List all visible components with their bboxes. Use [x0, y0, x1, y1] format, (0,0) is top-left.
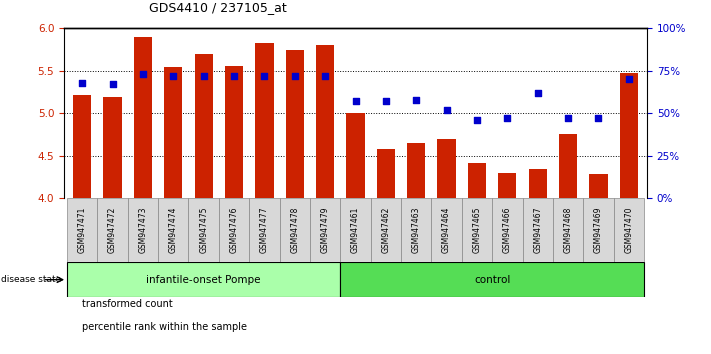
Text: GSM947468: GSM947468	[564, 207, 572, 253]
Point	[502, 115, 513, 121]
Text: infantile-onset Pompe: infantile-onset Pompe	[146, 275, 261, 285]
Bar	[134, 37, 152, 198]
Text: GSM947462: GSM947462	[381, 207, 390, 253]
Point	[107, 81, 118, 87]
Text: GSM947479: GSM947479	[321, 207, 330, 253]
Bar	[279, 198, 310, 262]
Point	[137, 72, 149, 77]
Text: GSM947473: GSM947473	[139, 207, 147, 253]
Text: percentile rank within the sample: percentile rank within the sample	[82, 322, 247, 332]
Point	[259, 73, 270, 79]
Bar	[559, 134, 577, 198]
Text: GSM947471: GSM947471	[77, 207, 87, 253]
Text: transformed count: transformed count	[82, 299, 173, 309]
Bar	[620, 73, 638, 198]
Bar	[250, 198, 279, 262]
Bar	[225, 66, 243, 198]
Text: GSM947469: GSM947469	[594, 207, 603, 253]
Point	[623, 76, 634, 82]
Text: GSM947461: GSM947461	[351, 207, 360, 253]
Text: GSM947465: GSM947465	[473, 207, 481, 253]
Bar	[316, 45, 334, 198]
Point	[77, 80, 88, 86]
Point	[319, 73, 331, 79]
Text: GSM947472: GSM947472	[108, 207, 117, 253]
Text: GSM947463: GSM947463	[412, 207, 421, 253]
Bar	[498, 173, 516, 198]
Bar	[67, 198, 97, 262]
Text: GSM947470: GSM947470	[624, 207, 634, 253]
Bar	[164, 67, 183, 198]
Bar	[407, 143, 425, 198]
Point	[380, 98, 392, 104]
Text: GSM947476: GSM947476	[230, 207, 238, 253]
Text: GSM947475: GSM947475	[199, 207, 208, 253]
Bar	[583, 198, 614, 262]
Bar	[589, 175, 607, 198]
Bar	[523, 198, 553, 262]
Point	[350, 98, 361, 104]
Point	[198, 73, 209, 79]
Bar	[553, 198, 583, 262]
Bar	[432, 198, 461, 262]
Bar	[341, 262, 644, 297]
Point	[289, 73, 301, 79]
Bar	[195, 54, 213, 198]
Text: GSM947477: GSM947477	[260, 207, 269, 253]
Bar	[188, 198, 219, 262]
Bar	[437, 139, 456, 198]
Bar	[286, 50, 304, 198]
Bar	[73, 95, 91, 198]
Text: GSM947467: GSM947467	[533, 207, 542, 253]
Bar	[128, 198, 158, 262]
Bar	[219, 198, 250, 262]
Bar	[104, 97, 122, 198]
Bar	[255, 43, 274, 198]
Bar	[158, 198, 188, 262]
Point	[441, 107, 452, 113]
Text: disease state: disease state	[1, 275, 62, 284]
Point	[410, 97, 422, 103]
Bar	[370, 198, 401, 262]
Point	[471, 117, 483, 123]
Bar	[346, 113, 365, 198]
Bar	[614, 198, 644, 262]
Text: GSM947466: GSM947466	[503, 207, 512, 253]
Bar	[461, 198, 492, 262]
Bar	[377, 149, 395, 198]
Bar	[492, 198, 523, 262]
Point	[593, 115, 604, 121]
Bar	[401, 198, 432, 262]
Point	[562, 115, 574, 121]
Text: GDS4410 / 237105_at: GDS4410 / 237105_at	[149, 1, 287, 14]
Point	[168, 73, 179, 79]
Bar	[310, 198, 341, 262]
Point	[228, 73, 240, 79]
Text: GSM947464: GSM947464	[442, 207, 451, 253]
Bar	[528, 169, 547, 198]
Point	[532, 90, 543, 96]
Bar	[341, 198, 370, 262]
Bar	[97, 198, 128, 262]
Text: GSM947474: GSM947474	[169, 207, 178, 253]
Text: GSM947478: GSM947478	[290, 207, 299, 253]
Text: control: control	[474, 275, 510, 285]
Bar	[67, 262, 341, 297]
Bar	[468, 162, 486, 198]
